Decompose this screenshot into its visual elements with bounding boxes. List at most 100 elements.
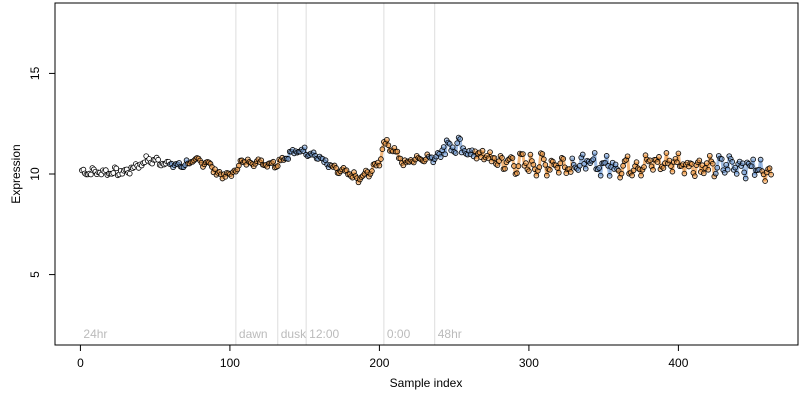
data-point	[704, 160, 710, 166]
data-point	[557, 160, 564, 167]
data-point	[668, 163, 674, 169]
data-point	[579, 151, 586, 158]
data-point	[692, 173, 698, 179]
data-point	[333, 165, 339, 171]
data-point	[491, 155, 498, 161]
data-point	[376, 162, 383, 169]
data-point	[502, 165, 508, 172]
data-point	[499, 155, 505, 161]
data-point	[724, 166, 731, 173]
data-point	[612, 161, 619, 168]
phase-label-4: 0:00	[387, 327, 411, 341]
data-point	[591, 150, 598, 156]
data-point	[547, 167, 553, 173]
data-point	[511, 163, 517, 169]
data-point	[596, 165, 602, 171]
x-tick-label-4: 400	[668, 356, 688, 370]
phase-label-1: dawn	[239, 327, 268, 341]
x-tick-label-2: 200	[369, 356, 389, 370]
data-point	[706, 152, 713, 159]
data-point	[732, 164, 739, 171]
data-points	[79, 134, 774, 186]
data-point	[542, 162, 549, 168]
data-point	[618, 170, 625, 177]
y-axis: 5 10 15	[28, 66, 55, 278]
data-point	[384, 136, 390, 143]
x-axis-label: Sample index	[390, 376, 463, 390]
data-point	[155, 156, 161, 163]
data-point	[624, 153, 631, 160]
x-tick-label-3: 300	[519, 356, 539, 370]
data-point	[641, 164, 647, 170]
data-point	[739, 160, 746, 167]
data-point	[606, 173, 613, 179]
data-point	[449, 144, 456, 151]
data-point	[681, 170, 688, 177]
data-point	[452, 150, 459, 156]
data-point	[103, 167, 109, 173]
data-point	[660, 165, 667, 171]
data-point	[544, 172, 550, 179]
data-point	[705, 166, 712, 173]
y-axis-label: Expression	[9, 144, 23, 203]
data-point	[742, 175, 749, 182]
data-point	[514, 170, 520, 177]
data-point	[633, 159, 640, 165]
data-point	[530, 161, 537, 168]
y-tick-label-2: 15	[28, 66, 42, 80]
data-point	[236, 162, 242, 169]
data-point	[768, 171, 774, 178]
data-point	[723, 161, 730, 168]
data-point	[454, 140, 460, 146]
data-point	[750, 156, 756, 163]
phase-label-2: dusk	[281, 327, 307, 341]
data-point	[656, 154, 662, 160]
phase-label-0: 24hr	[83, 327, 107, 341]
data-point	[533, 172, 540, 179]
data-point	[126, 170, 133, 177]
phase-labels: 24hr dawn dusk 12:00 0:00 48hr	[83, 327, 461, 341]
data-point	[113, 165, 120, 172]
x-tick-label-1: 100	[220, 356, 240, 370]
data-point	[397, 155, 404, 162]
data-point	[689, 161, 695, 167]
data-point	[440, 144, 447, 150]
data-point	[709, 160, 716, 167]
data-point	[666, 157, 673, 164]
data-point	[301, 144, 308, 151]
phase-lines	[235, 3, 436, 345]
data-point	[560, 156, 567, 162]
data-point	[527, 151, 534, 158]
data-point	[669, 168, 676, 175]
data-point	[590, 156, 596, 163]
data-point	[523, 160, 529, 166]
data-point	[748, 163, 755, 170]
data-point	[385, 142, 392, 149]
data-point	[647, 157, 653, 164]
data-point	[526, 168, 532, 174]
data-point	[556, 169, 562, 176]
data-point	[714, 165, 721, 171]
data-point	[569, 155, 576, 162]
data-point	[270, 158, 277, 165]
data-point	[110, 170, 117, 176]
y-tick-label-1: 10	[28, 167, 42, 181]
data-point	[479, 147, 486, 154]
data-point	[88, 171, 94, 178]
data-point	[718, 156, 725, 162]
data-point	[696, 157, 703, 164]
data-point	[394, 148, 401, 155]
x-axis: 0 100 200 300 400	[77, 345, 689, 370]
data-point	[620, 163, 626, 169]
data-point	[515, 163, 522, 169]
phase-label-3: 12:00	[309, 327, 339, 341]
data-point	[541, 156, 547, 163]
data-point	[487, 149, 493, 155]
data-point	[674, 159, 680, 166]
data-point	[603, 153, 610, 159]
data-point	[369, 168, 375, 174]
data-point	[582, 165, 589, 172]
data-point	[212, 166, 218, 172]
data-point	[437, 154, 444, 160]
